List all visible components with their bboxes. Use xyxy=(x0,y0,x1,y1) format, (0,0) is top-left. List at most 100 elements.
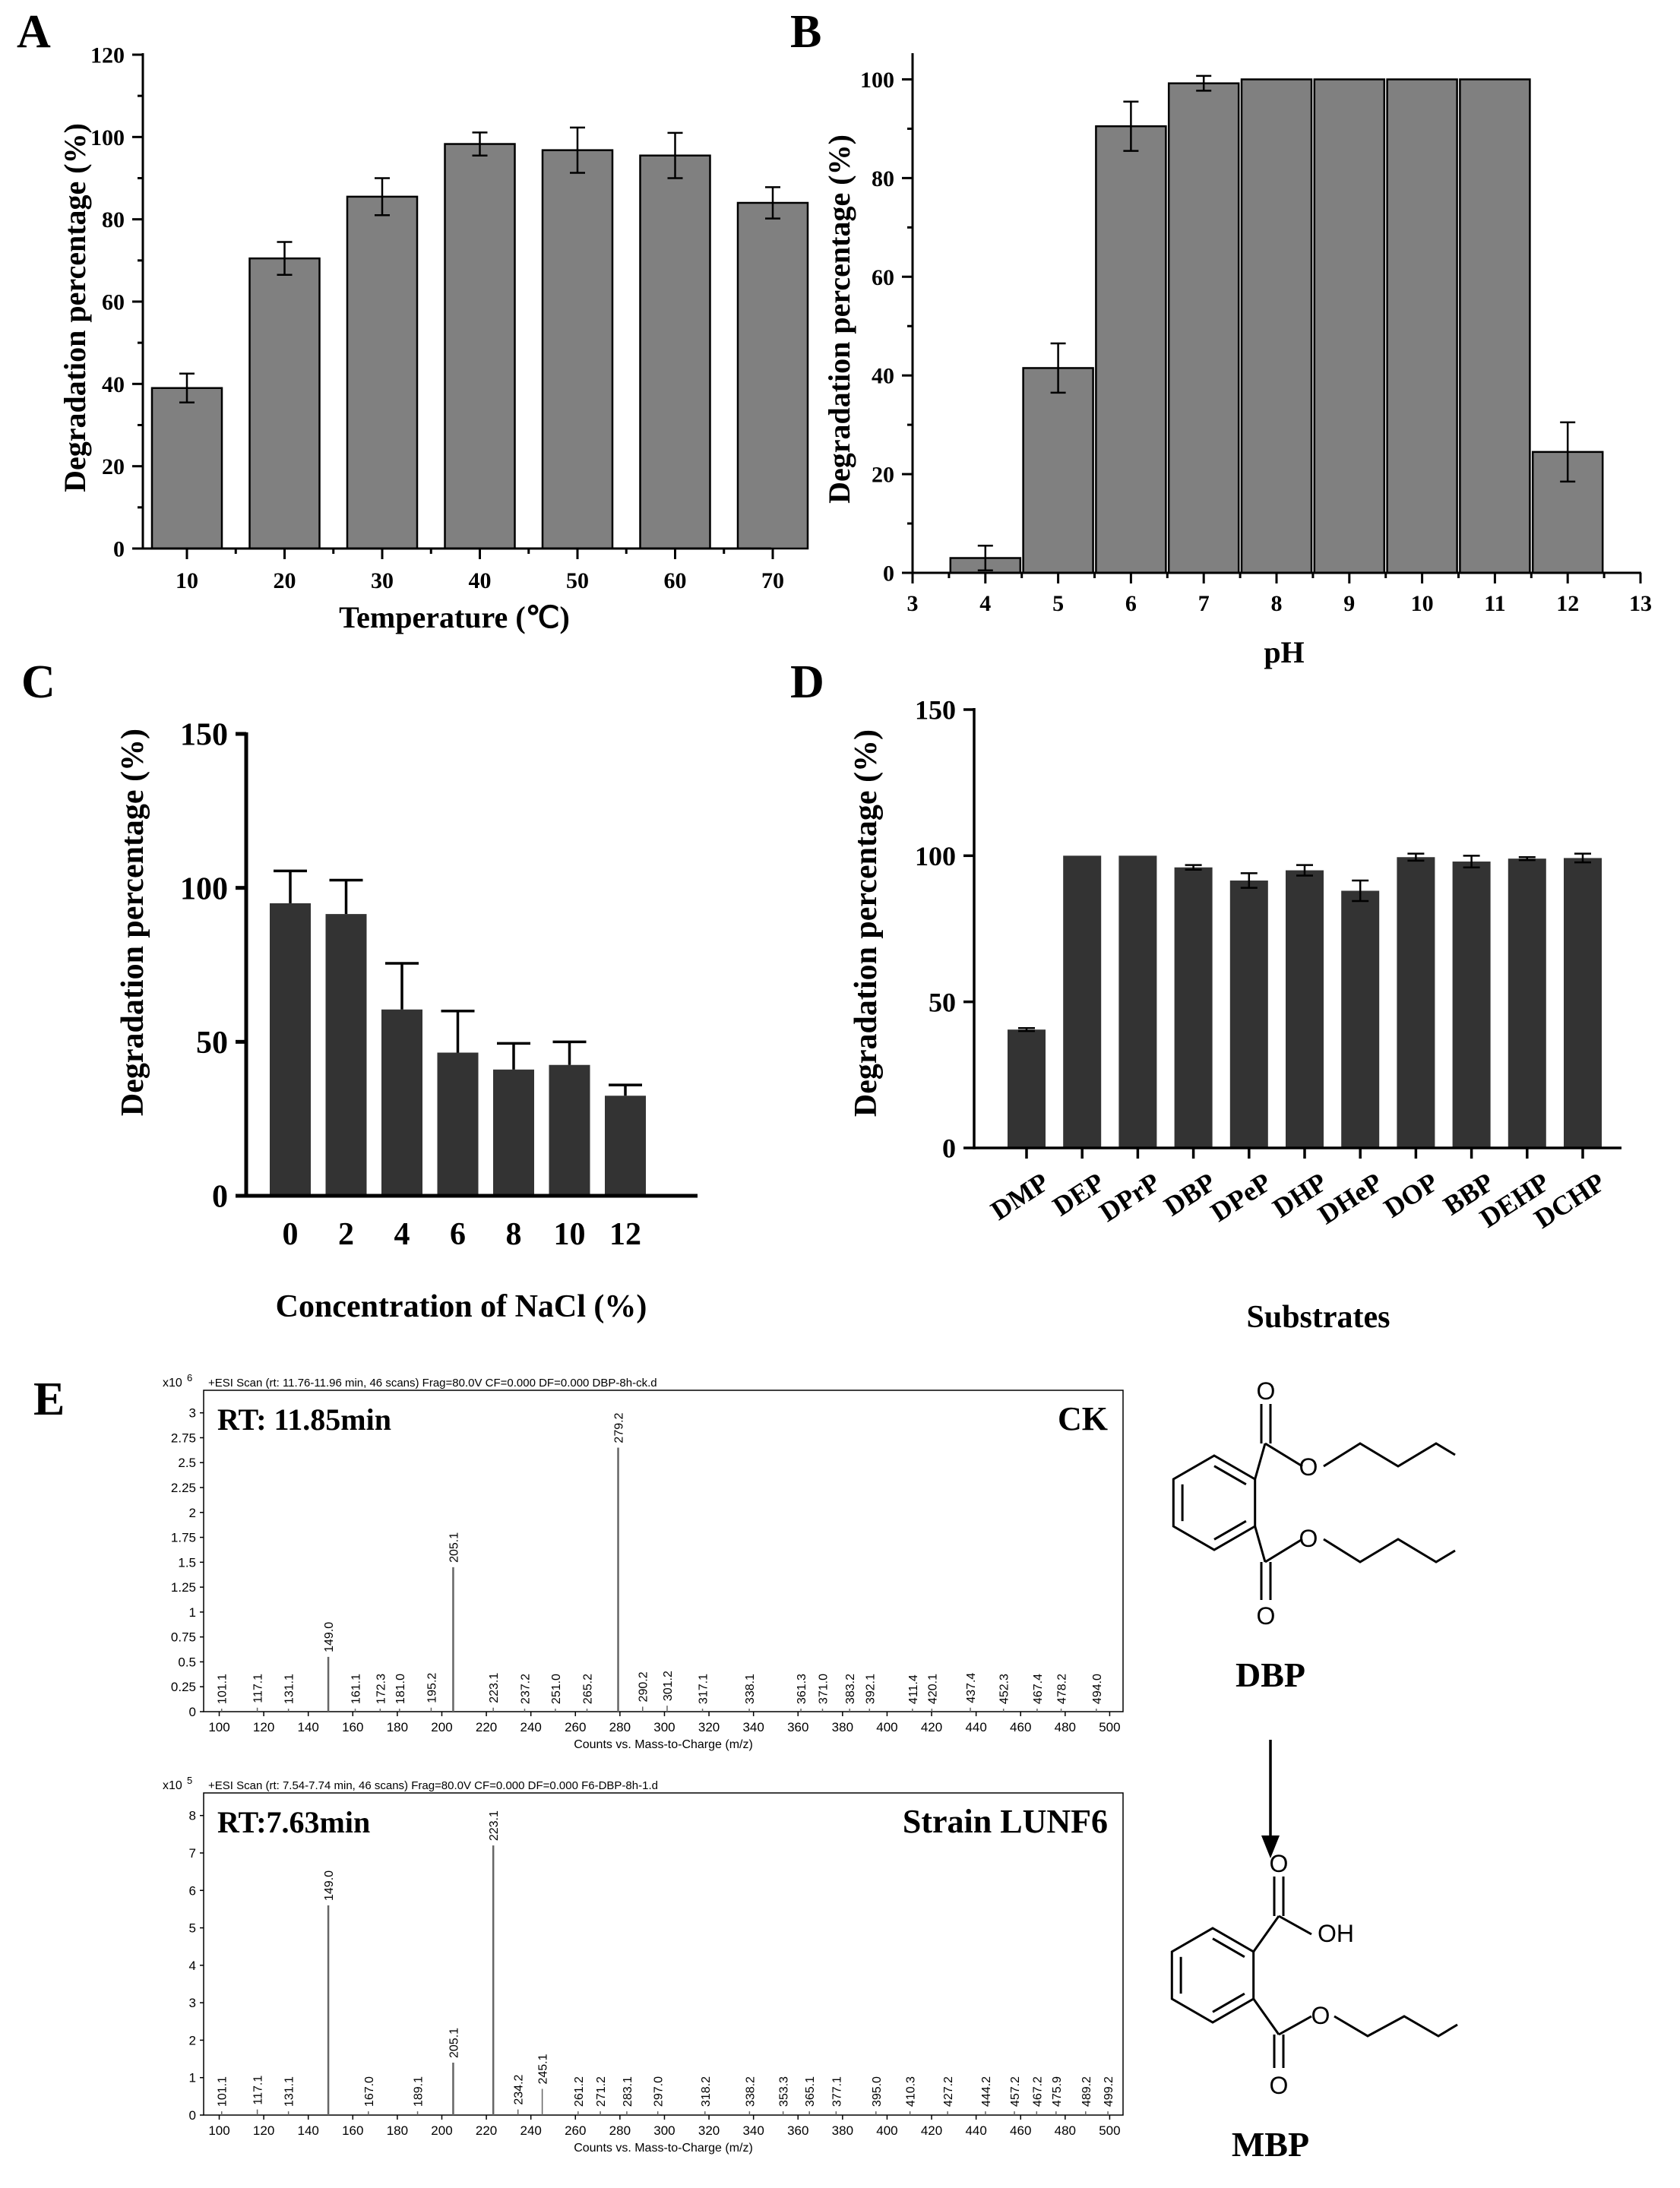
peak-label-205.1: 205.1 xyxy=(448,1532,460,1563)
peak-label-361.3: 361.3 xyxy=(796,1674,808,1704)
dbp-butyl-chain-2 xyxy=(1323,1538,1456,1564)
spectrum-y-tick-label: 8 xyxy=(189,1809,196,1823)
spectrum-y-tick-label: 1 xyxy=(189,2071,196,2085)
spectrum-y-tick-label: 0.25 xyxy=(171,1680,196,1694)
x-tick-label-DBP: DBP xyxy=(1159,1167,1221,1222)
bar-DPrP xyxy=(1118,855,1157,1148)
bar-9 xyxy=(1313,78,1386,574)
spectrum-y-tick-label: 2 xyxy=(189,1506,196,1520)
y-axis-title-B: Degradation percentage (%) xyxy=(822,134,856,504)
x-tick-label-A-40: 40 xyxy=(469,568,492,593)
peak-label-261.2: 261.2 xyxy=(573,2076,586,2107)
panel-label-C: C xyxy=(21,656,55,708)
bar-DPeP xyxy=(1229,881,1268,1148)
mbp-benzene-ring-double-bond xyxy=(1212,1937,1245,1959)
bar-DOP xyxy=(1397,857,1435,1148)
x-tick-label-B-3: 3 xyxy=(907,591,919,616)
y-tick-label-B-20: 20 xyxy=(872,463,894,488)
peak-label-427.2: 427.2 xyxy=(942,2076,955,2107)
y-tick-label-D-150: 150 xyxy=(915,695,956,726)
x-tick-label-C-2: 2 xyxy=(338,1217,354,1252)
peak-label-265.2: 265.2 xyxy=(582,1674,595,1704)
spectrum-x-tick-label: 500 xyxy=(1099,2123,1120,2138)
bar-20 xyxy=(248,257,321,550)
y-tick-label-A-120: 120 xyxy=(90,43,125,68)
x-axis-title-D: Substrates xyxy=(1246,1300,1390,1335)
spectrum-x-tick-label: 380 xyxy=(832,2123,853,2138)
spectrum-x-tick-label: 380 xyxy=(832,1720,853,1734)
peak-label-457.2: 457.2 xyxy=(1009,2076,1022,2107)
peak-label-237.2: 237.2 xyxy=(519,1674,532,1704)
peak-label-338.2: 338.2 xyxy=(744,2076,757,2107)
x-tick-label-DHeP: DHeP xyxy=(1313,1167,1388,1231)
dbp-atom-o-ester-1: O xyxy=(1299,1453,1318,1481)
spectrum-x-tick-label: 120 xyxy=(253,1720,274,1734)
x-tick-label-DMP: DMP xyxy=(986,1167,1055,1226)
peak-label-101.1: 101.1 xyxy=(217,1674,229,1704)
x-tick-label-C-10: 10 xyxy=(554,1217,586,1252)
y-axis-title-C: Degradation percentage (%) xyxy=(115,729,150,1116)
peak-label-167.0: 167.0 xyxy=(363,2076,376,2107)
peak-label-149.0: 149.0 xyxy=(323,1622,336,1652)
y-tick-label-B-0: 0 xyxy=(883,561,894,587)
spectrum-x-tick-label: 440 xyxy=(965,1720,986,1734)
bar-0 xyxy=(270,903,311,1196)
peak-label-117.1: 117.1 xyxy=(252,1674,265,1703)
y-tick-label-A-80: 80 xyxy=(102,207,125,232)
peak-label-395.0: 395.0 xyxy=(871,2076,884,2107)
mbp-butyl-chain xyxy=(1334,2015,1458,2038)
y-tick-label-B-100: 100 xyxy=(860,68,894,93)
bar-5 xyxy=(1022,367,1094,574)
spectrum-x-tick-label: 320 xyxy=(698,2123,720,2138)
spectrum-y-tick-label: 3 xyxy=(189,1406,196,1421)
peak-label-161.1: 161.1 xyxy=(350,1674,363,1704)
x-axis-title-C: Concentration of NaCl (%) xyxy=(276,1289,647,1324)
spectrum-y-tick-label: 4 xyxy=(189,1959,196,1973)
y-tick-label-C-0: 0 xyxy=(212,1180,228,1215)
peak-label-467.4: 467.4 xyxy=(1032,1674,1045,1704)
peak-label-245.1: 245.1 xyxy=(537,2054,550,2084)
x-tick-label-A-20: 20 xyxy=(274,568,296,593)
x-tick-label-B-5: 5 xyxy=(1052,591,1064,616)
dbp-label: DBP xyxy=(1235,1655,1305,1694)
panel-label-B: B xyxy=(790,6,821,58)
mbp-bond xyxy=(1252,1998,1280,2035)
spectrum-x-tick-label: 480 xyxy=(1055,1720,1076,1734)
mbp-atom-o-carbonyl-1: O xyxy=(1270,1850,1289,1877)
y-tick-label-A-100: 100 xyxy=(90,125,125,150)
y-exponent-prefix: x10 xyxy=(163,1377,182,1390)
peak-label-223.1: 223.1 xyxy=(488,1673,501,1703)
peak-label-338.1: 338.1 xyxy=(744,1674,757,1704)
bar-DHP xyxy=(1286,870,1324,1148)
spectrum-header: +ESI Scan (rt: 7.54-7.74 min, 46 scans) … xyxy=(208,1779,658,1792)
bar-10 xyxy=(549,1064,590,1196)
y-tick-label-A-0: 0 xyxy=(113,537,125,562)
peak-label-411.4: 411.4 xyxy=(907,1674,920,1704)
spectrum-y-tick-label: 1.5 xyxy=(178,1555,196,1570)
spectrum-x-tick-label: 220 xyxy=(476,1720,497,1734)
peak-label-475.9: 475.9 xyxy=(1051,2076,1064,2107)
dbp-benzene-ring xyxy=(1172,1454,1257,1551)
y-tick-label-C-50: 50 xyxy=(196,1026,228,1061)
dbp-bond xyxy=(1254,1526,1267,1563)
spectrum-y-tick-label: 0 xyxy=(189,1705,196,1719)
x-tick-label-B-10: 10 xyxy=(1411,591,1434,616)
peak-label-467.2: 467.2 xyxy=(1031,2076,1044,2107)
dbp-benzene-ring-double-bond xyxy=(1213,1465,1247,1486)
sample-label: CK xyxy=(1058,1400,1108,1437)
spectrum-x-tick-label: 280 xyxy=(609,1720,631,1734)
mbp-atom-o-carbonyl-2: O xyxy=(1270,2072,1289,2099)
peak-label-452.3: 452.3 xyxy=(998,1674,1011,1704)
bar-60 xyxy=(639,154,711,550)
peak-label-149.0: 149.0 xyxy=(323,1870,336,1901)
x-tick-label-A-70: 70 xyxy=(761,568,784,593)
spectrum-x-tick-label: 180 xyxy=(387,1720,408,1734)
spectrum-x-tick-label: 420 xyxy=(921,1720,942,1734)
x-tick-label-C-0: 0 xyxy=(283,1217,299,1252)
spectrum-x-tick-label: 300 xyxy=(653,2123,675,2138)
peak-label-489.2: 489.2 xyxy=(1080,2076,1093,2107)
dbp-bond xyxy=(1264,1538,1303,1564)
spectrum-y-tick-label: 0.75 xyxy=(171,1630,196,1645)
spectrum-y-tick-label: 2 xyxy=(189,2033,196,2047)
spectrum-x-tick-label: 480 xyxy=(1055,2123,1076,2138)
